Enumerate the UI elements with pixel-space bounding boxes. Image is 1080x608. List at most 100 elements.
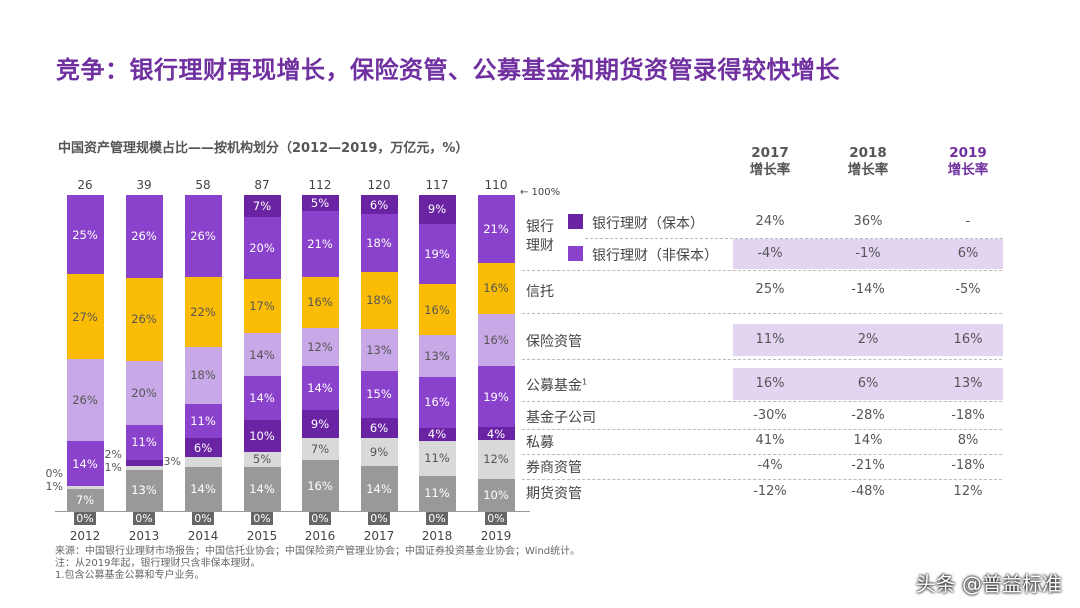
table-cell: 6% xyxy=(857,376,879,391)
table-cell: 8% xyxy=(957,433,979,448)
bar-segment: 13% xyxy=(125,469,163,511)
table-cell: -48% xyxy=(851,484,885,499)
bar-segment: 16% xyxy=(418,284,456,336)
bar-segment: 5% xyxy=(243,451,281,468)
header-year: 2018 xyxy=(849,145,887,161)
data-label: 11% xyxy=(424,486,450,501)
data-label: 7% xyxy=(252,198,272,213)
bar-segment: 21% xyxy=(477,195,515,263)
row-label: 期货资管 xyxy=(526,483,582,503)
bar-segment: 18% xyxy=(360,271,398,330)
bar-segment: 6% xyxy=(360,418,398,438)
data-label: 7% xyxy=(310,442,330,457)
row-label: 公募基金1 xyxy=(526,375,587,395)
bar-segment: 12% xyxy=(477,440,515,479)
bar-segment: 19% xyxy=(477,365,515,428)
bar-segment: 11% xyxy=(125,424,163,460)
x-tick-label: 2014 xyxy=(187,529,219,543)
bar-segment: 21% xyxy=(301,210,339,278)
table-cell: -4% xyxy=(757,458,783,473)
data-label: 2% xyxy=(104,447,122,461)
data-label: 18% xyxy=(190,368,216,383)
data-label: 13% xyxy=(424,349,450,364)
row-label-text: 期货资管 xyxy=(526,486,582,502)
data-label: 14% xyxy=(190,481,216,496)
data-label: 0% xyxy=(368,512,390,525)
footnote-marker: 1 xyxy=(582,377,588,387)
data-label: 20% xyxy=(131,385,157,400)
row-label: 银行理财（非保本） xyxy=(592,245,718,265)
bar-segment xyxy=(125,466,163,470)
data-label: 21% xyxy=(307,236,333,251)
data-label: 27% xyxy=(72,309,98,324)
bar-segment: 11% xyxy=(418,440,456,476)
data-label: 14% xyxy=(249,347,275,362)
bar-segment: 26% xyxy=(125,195,163,278)
bar-segment: 14% xyxy=(301,365,339,410)
data-label: 18% xyxy=(366,235,392,250)
data-label: 9% xyxy=(427,202,447,217)
table-cell: 25% xyxy=(755,282,785,297)
total-label: 110 xyxy=(484,178,508,192)
column-header: 2019 增长率 xyxy=(928,145,1008,179)
group-label: 银行理财 xyxy=(526,219,554,254)
bar-segment: 12% xyxy=(301,327,339,366)
data-label: 12% xyxy=(483,452,509,467)
data-label: 16% xyxy=(483,333,509,348)
bar-segment: 7% xyxy=(243,195,281,217)
total-label: 26 xyxy=(77,178,93,192)
bar-segment: 20% xyxy=(243,216,281,280)
header-label: 增长率 xyxy=(847,162,889,178)
column-header: 2018 增长率 xyxy=(828,145,908,179)
data-label: 26% xyxy=(131,312,157,327)
table-cell: -18% xyxy=(951,458,985,473)
bar-segment: 14% xyxy=(66,441,104,486)
data-label: 9% xyxy=(369,444,389,459)
table-cell: - xyxy=(965,214,971,229)
row-label: 券商资管 xyxy=(526,457,582,477)
data-label: 11% xyxy=(190,413,216,428)
row-divider xyxy=(585,238,1003,239)
bar-segment xyxy=(184,457,222,467)
bar-segment: 14% xyxy=(243,376,281,421)
data-label: 10% xyxy=(483,487,509,502)
table-cell: -4% xyxy=(757,246,783,261)
table-cell: -28% xyxy=(851,408,885,423)
table-cell: 24% xyxy=(755,214,785,229)
data-label: 25% xyxy=(72,227,98,242)
data-label: 15% xyxy=(366,387,392,402)
bar-segment: 10% xyxy=(477,478,515,511)
data-label: 5% xyxy=(252,452,272,467)
row-label: 银行理财（保本） xyxy=(592,213,704,233)
data-label: 19% xyxy=(424,247,450,262)
data-label: 6% xyxy=(369,420,389,435)
bar-segment: 20% xyxy=(125,360,163,425)
source-note: 来源：中国银行业理财市场报告；中国信托业协会；中国保险资产管理业协会；中国证券投… xyxy=(55,546,581,557)
data-label: 3% xyxy=(163,455,181,469)
table-cell: 11% xyxy=(755,332,785,347)
data-label: 17% xyxy=(249,299,275,314)
data-label: 16% xyxy=(483,281,509,296)
data-label: 14% xyxy=(249,391,275,406)
data-label: 1% xyxy=(45,480,63,494)
row-divider xyxy=(522,454,1002,455)
bar-segment: 25% xyxy=(66,195,104,274)
row-label-text: 券商资管 xyxy=(526,460,582,476)
bar-segment: 6% xyxy=(360,195,398,215)
x-tick-label: 2018 xyxy=(421,529,453,543)
bar-segment: 16% xyxy=(301,277,339,328)
data-label: 13% xyxy=(366,342,392,357)
note: 注：从2019年起，银行理财只含非保本理财。 xyxy=(55,558,261,569)
total-label: 112 xyxy=(308,178,332,192)
data-label: 4% xyxy=(486,426,506,441)
header-label: 增长率 xyxy=(749,162,791,178)
table-cell: 36% xyxy=(853,214,883,229)
table-cell: 2% xyxy=(857,332,879,347)
data-label: 13% xyxy=(131,483,157,498)
data-label: 11% xyxy=(424,451,450,466)
bar-segment: 15% xyxy=(360,370,398,419)
data-label: 6% xyxy=(369,197,389,212)
bar-segment: 14% xyxy=(243,467,281,511)
bar-segment: 7% xyxy=(301,438,339,461)
bar-segment: 14% xyxy=(360,466,398,511)
